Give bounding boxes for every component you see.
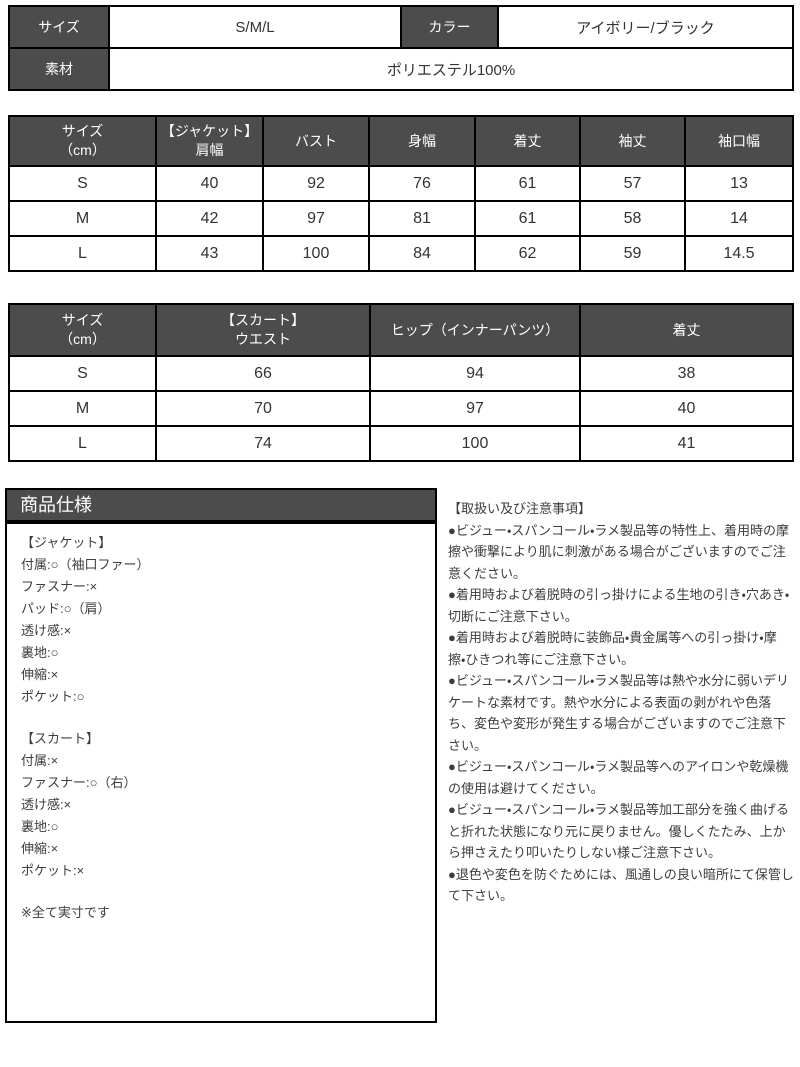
handling-note-item: ●ビジュー・スパンコール・ラメ製品等加工部分を強く曲げると折れた状態になり元に戻… [448, 802, 790, 860]
jacket-length-header: 着丈 [474, 115, 581, 167]
jacket-bodywidth-header: 身幅 [368, 115, 476, 167]
skirt-size-header: サイズ （cm） [8, 303, 157, 357]
skirt-spec-item: ポケット:× [21, 863, 85, 878]
handling-note-item: ●ビジュー・スパンコール・ラメ製品等の特性上、着用時の摩擦や衝撃により肌に刺激が… [448, 522, 790, 581]
jacket-spec-item: 伸縮:× [21, 667, 59, 682]
skirt-row-l: L 74 100 41 [8, 425, 794, 462]
skirt-length-header: 着丈 [579, 303, 794, 357]
material-label: 素材 [8, 47, 110, 91]
size-label: サイズ [8, 5, 110, 49]
jacket-spec-item: ファスナー:× [21, 579, 98, 594]
jacket-row-l: L 43 100 84 62 59 14.5 [8, 235, 794, 272]
handling-note-item: ●ビジュー・スパンコール・ラメ製品等へのアイロンや乾燥機の使用は避けてください。 [448, 759, 789, 796]
skirt-spec-heading: 【スカート】 [21, 731, 100, 746]
jacket-cuff-header: 袖口幅 [684, 115, 794, 167]
jacket-spec-item: 裏地:○ [21, 645, 59, 660]
handling-note-item: ●着用時および着脱時に装飾品・貴金属等への引っ掛け・摩擦・ひきつれ等にご注意下さ… [448, 630, 777, 667]
handling-notes: 【取扱い及び注意事項】 ●ビジュー・スパンコール・ラメ製品等の特性上、着用時の摩… [448, 498, 794, 907]
jacket-header-row: サイズ （cm） 【ジャケット】 肩幅 バスト 身幅 着丈 袖丈 袖口幅 [8, 115, 794, 167]
jacket-spec-item: 付属:○（袖口ファー） [21, 557, 150, 572]
skirt-spec-item: 付属:× [21, 753, 59, 768]
handling-note-item: ●着用時および着脱時の引っ掛けによる生地の引き・穴あき・切断にご注意下さい。 [448, 587, 790, 624]
jacket-size-header: サイズ （cm） [8, 115, 157, 167]
info-row-material: 素材 ポリエステル100% [8, 47, 794, 91]
skirt-hip-header: ヒップ（インナーパンツ） [369, 303, 581, 357]
jacket-row-m: M 42 97 81 61 58 14 [8, 200, 794, 237]
jacket-sleeve-header: 袖丈 [579, 115, 686, 167]
skirt-waist-header: 【スカート】 ウエスト [155, 303, 371, 357]
jacket-size-table: サイズ （cm） 【ジャケット】 肩幅 バスト 身幅 着丈 袖丈 袖口幅 S 4… [8, 115, 794, 272]
product-spec-title: 商品仕様 [7, 490, 435, 524]
info-row-size-color: サイズ S/M/L カラー アイボリー/ブラック [8, 5, 794, 49]
jacket-spec-heading: 【ジャケット】 [21, 535, 112, 550]
product-info-table: サイズ S/M/L カラー アイボリー/ブラック 素材 ポリエステル100% [8, 5, 794, 91]
jacket-spec-item: 透け感:× [21, 623, 72, 638]
skirt-spec-item: 裏地:○ [21, 819, 59, 834]
handling-note-item: ●ビジュー・スパンコール・ラメ製品等は熱や水分に弱いデリケートな素材です。熱や水… [448, 673, 790, 753]
jacket-spec-item: ポケット:○ [21, 689, 85, 704]
color-value: アイボリー/ブラック [497, 5, 794, 49]
product-spec-box: 商品仕様 【ジャケット】 付属:○（袖口ファー） ファスナー:× パッド:○（肩… [5, 488, 437, 1023]
size-value: S/M/L [108, 5, 402, 49]
handling-note-item: ●退色や変色を防ぐためには、風通しの良い暗所にて保管して下さい。 [448, 866, 794, 904]
skirt-size-table: サイズ （cm） 【スカート】 ウエスト ヒップ（インナーパンツ） 着丈 S 6… [8, 303, 794, 462]
jacket-spec-item: パッド:○（肩） [21, 601, 111, 616]
skirt-spec-item: 透け感:× [21, 797, 72, 812]
material-value: ポリエステル100% [108, 47, 794, 91]
jacket-shoulder-header: 【ジャケット】 肩幅 [155, 115, 264, 167]
handling-notes-title: 【取扱い及び注意事項】 [448, 501, 592, 516]
color-label: カラー [400, 5, 499, 49]
jacket-bust-header: バスト [262, 115, 370, 167]
skirt-spec-item: 伸縮:× [21, 841, 59, 856]
jacket-row-s: S 40 92 76 61 57 13 [8, 165, 794, 202]
skirt-header-row: サイズ （cm） 【スカート】 ウエスト ヒップ（インナーパンツ） 着丈 [8, 303, 794, 357]
skirt-spec-item: ファスナー:○（右） [21, 775, 137, 790]
skirt-row-m: M 70 97 40 [8, 390, 794, 427]
actual-size-note: ※全て実寸です [21, 905, 110, 920]
product-spec-body: 【ジャケット】 付属:○（袖口ファー） ファスナー:× パッド:○（肩） 透け感… [7, 524, 435, 932]
skirt-row-s: S 66 94 38 [8, 355, 794, 392]
